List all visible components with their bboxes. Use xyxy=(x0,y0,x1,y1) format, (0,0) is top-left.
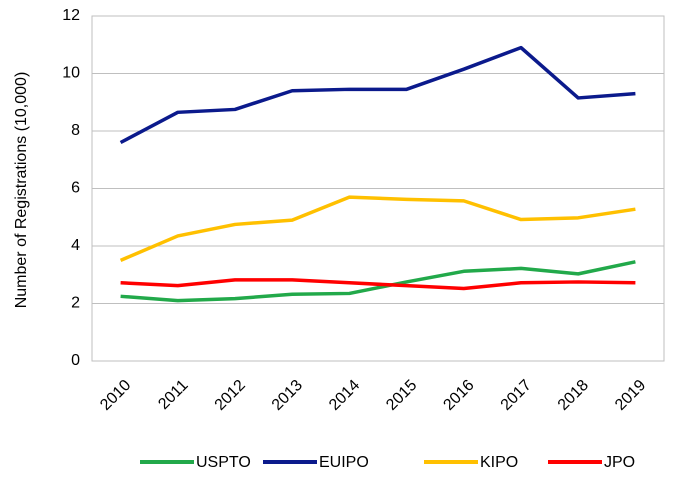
x-tick-label: 2011 xyxy=(155,377,191,413)
series-line xyxy=(120,278,636,291)
y-tick-label: 10 xyxy=(62,65,80,82)
series-line xyxy=(120,260,636,303)
y-tick-label: 12 xyxy=(62,7,80,24)
x-tick-label: 2018 xyxy=(555,377,592,414)
x-tick-label: 2015 xyxy=(383,377,420,414)
x-tick-label: 2010 xyxy=(97,377,134,414)
x-tick-label: 2013 xyxy=(269,377,306,414)
x-tick-label: 2016 xyxy=(440,377,477,414)
x-tick-label: 2017 xyxy=(498,377,535,414)
y-tick-label: 4 xyxy=(71,237,80,254)
legend-label: USPTO xyxy=(196,454,251,471)
series-line xyxy=(119,195,636,262)
y-tick-label: 8 xyxy=(71,122,80,139)
x-tick-label: 2014 xyxy=(326,377,363,414)
legend-label: EUIPO xyxy=(319,454,369,471)
legend-label: KIPO xyxy=(480,454,518,471)
y-tick-label: 0 xyxy=(71,352,80,369)
legend-label: JPO xyxy=(604,454,635,471)
y-tick-label: 6 xyxy=(71,180,80,197)
x-tick-label: 2019 xyxy=(612,377,649,414)
y-tick-label: 2 xyxy=(71,295,80,312)
y-axis-title: Number of Registrations (10,000) xyxy=(13,72,30,309)
series-line xyxy=(119,45,636,145)
x-tick-label: 2012 xyxy=(212,377,249,414)
